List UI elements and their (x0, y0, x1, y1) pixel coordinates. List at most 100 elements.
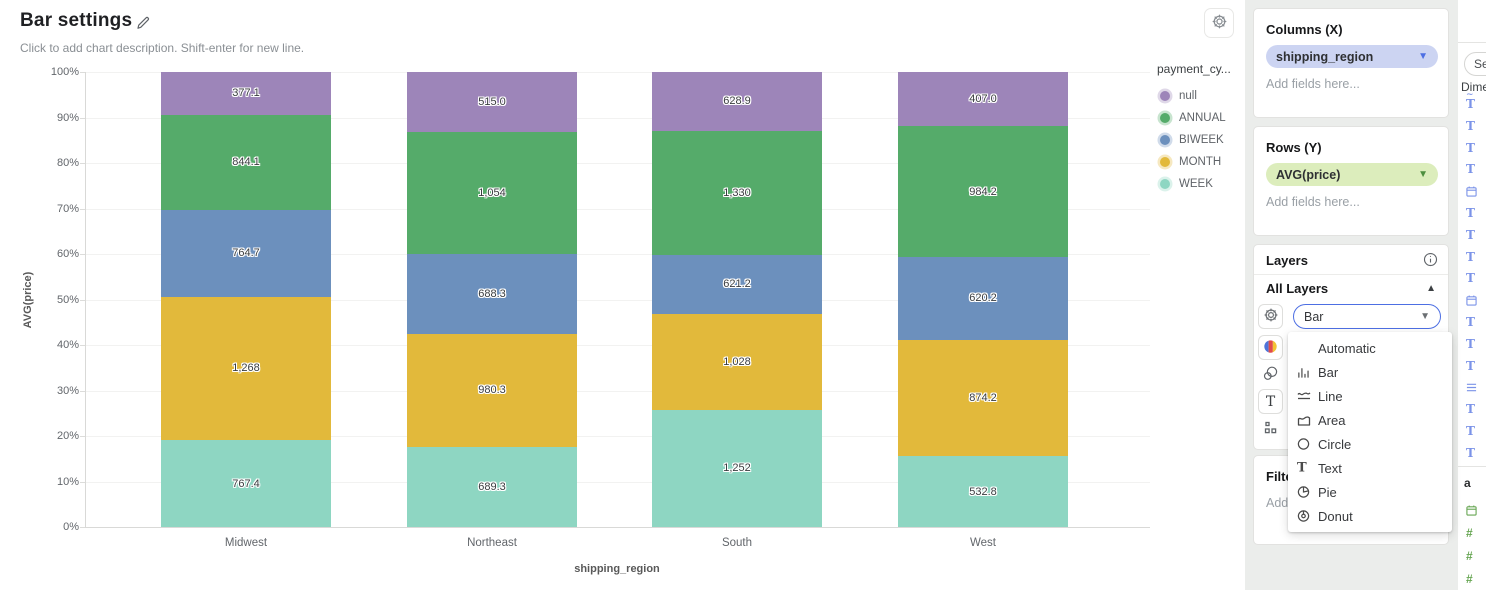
layer-layout-button[interactable] (1258, 416, 1283, 441)
bar-segment-WEEK-Midwest (161, 440, 331, 527)
x-tick-label: South (721, 537, 753, 549)
dropdown-item-label: Area (1318, 412, 1346, 428)
search-input[interactable] (1464, 52, 1486, 76)
legend-item-ANNUAL[interactable]: ANNUAL (1157, 107, 1245, 129)
rows-add-fields-dropzone[interactable]: Add fields here... (1266, 195, 1360, 209)
chevron-up-icon: ▲ (1426, 283, 1436, 294)
string-field-icon[interactable]: T (1466, 336, 1475, 351)
date-field-icon[interactable] (1466, 503, 1480, 517)
layer-color-button[interactable] (1258, 335, 1283, 360)
number-field-icon[interactable]: # (1466, 549, 1473, 563)
bar-segment-ANNUAL-Midwest (161, 114, 331, 211)
string-field-icon[interactable]: T (1466, 206, 1475, 220)
dropdown-item-bar[interactable]: Bar (1288, 360, 1452, 384)
bar-segment-ANNUAL-South (652, 130, 822, 256)
legend-item-MONTH[interactable]: MONTH (1157, 151, 1245, 173)
all-layers-collapse-button[interactable]: ▲ (1426, 283, 1436, 294)
dropdown-item-label: Text (1318, 460, 1342, 476)
y-tick-label: 30% (56, 384, 79, 397)
columns-x-card: Columns (X) shipping_region ▼ Add fields… (1253, 8, 1449, 118)
columns-add-fields-dropzone[interactable]: Add fields here... (1266, 77, 1360, 91)
string-field-icon[interactable]: T (1466, 402, 1475, 417)
line-icon (1297, 390, 1311, 402)
x-axis-line (85, 527, 1150, 528)
layers-info-button[interactable] (1423, 252, 1438, 270)
string-field-icon[interactable]: T (1466, 358, 1475, 373)
overlapping-circles-icon (1262, 365, 1279, 385)
x-tick-label: Midwest (224, 537, 268, 549)
edit-title-button[interactable] (133, 14, 153, 34)
legend-item-BIWEEK[interactable]: BIWEEK (1157, 129, 1245, 151)
color-palette-icon (1263, 339, 1278, 357)
bar-segment-BIWEEK-West (898, 257, 1068, 340)
gridline (85, 117, 1150, 119)
string-field-icon[interactable]: T ∼ (1466, 90, 1475, 111)
string-field-icon[interactable]: T (1466, 271, 1475, 286)
legend-label: MONTH (1179, 156, 1222, 168)
number-field-icon[interactable]: # (1466, 526, 1473, 540)
gridline (85, 481, 1150, 483)
dropdown-item-automatic[interactable]: Automatic (1288, 336, 1452, 360)
legend-item-null[interactable]: null (1157, 85, 1245, 107)
legend-title: payment_cy... (1157, 62, 1231, 76)
legend-swatch (1160, 157, 1170, 167)
rows-field-pill[interactable]: AVG(price) ▼ (1266, 163, 1438, 186)
y-tick-label: 70% (56, 202, 79, 215)
layer-text-button[interactable]: T (1258, 389, 1283, 414)
mark-type-select[interactable]: Bar ▼ (1293, 304, 1441, 329)
string-field-icon[interactable]: T (1466, 249, 1475, 264)
bar-value-label: 689.3 (478, 481, 506, 494)
y-tick-label: 60% (56, 248, 79, 260)
layer-settings-button[interactable] (1258, 304, 1283, 329)
date-field-icon[interactable] (1466, 293, 1480, 307)
pie-icon (1297, 486, 1310, 499)
dropdown-item-circle[interactable]: Circle (1288, 432, 1452, 456)
bar-value-label: 984.2 (969, 185, 997, 198)
chart-description-placeholder[interactable]: Click to add chart description. Shift-en… (20, 41, 305, 55)
string-field-icon[interactable]: T (1466, 315, 1475, 329)
dropdown-item-line[interactable]: Line (1288, 384, 1452, 408)
dropdown-item-label: Donut (1318, 508, 1353, 524)
bar-segment-WEEK-South (652, 409, 822, 527)
number-field-icon[interactable]: # (1466, 572, 1473, 586)
gridline (85, 163, 1150, 164)
dropdown-item-pie[interactable]: Pie (1288, 480, 1452, 504)
chevron-down-icon[interactable]: ▼ (1418, 50, 1428, 62)
legend: payment_cy... null ANNUAL BIWEEK MONTH W… (1157, 62, 1245, 195)
y-tick-label: 50% (56, 293, 79, 306)
date-field-icon[interactable] (1466, 184, 1480, 198)
layer-opacity-button[interactable] (1258, 362, 1283, 387)
bar-value-label: 515.0 (478, 95, 506, 108)
y-tick-mark (80, 163, 85, 164)
bar-segment-MONTH-Midwest (161, 296, 331, 441)
legend-label: ANNUAL (1179, 112, 1226, 124)
list-field-icon[interactable] (1466, 380, 1480, 394)
string-field-icon[interactable]: T (1466, 424, 1475, 438)
y-tick-label: 100% (50, 66, 79, 78)
string-field-icon[interactable]: T (1466, 118, 1475, 133)
y-tick-label: 20% (56, 430, 79, 442)
dropdown-item-area[interactable]: Area (1288, 408, 1452, 432)
chart-settings-button[interactable] (1204, 8, 1234, 38)
fields-divider (1458, 466, 1486, 467)
gridline (85, 254, 1150, 255)
bar-segment-BIWEEK-South (652, 255, 822, 314)
layers-title: Layers (1266, 253, 1308, 268)
bar-value-label: 628.9 (723, 95, 751, 108)
legend-item-WEEK[interactable]: WEEK (1157, 173, 1245, 195)
dropdown-item-label: Automatic (1318, 340, 1376, 356)
columns-field-pill[interactable]: shipping_region ▼ (1266, 45, 1438, 68)
string-field-icon[interactable]: T (1466, 162, 1475, 177)
string-field-icon[interactable]: T (1466, 227, 1475, 242)
legend-swatch (1160, 113, 1170, 123)
dropdown-item-text[interactable]: T Text (1288, 456, 1452, 480)
y-tick-mark (80, 527, 85, 528)
bar-segment-ANNUAL-Northeast (407, 131, 577, 254)
string-field-icon[interactable]: T (1466, 445, 1475, 460)
bar-segment-BIWEEK-Midwest (161, 210, 331, 297)
bar-segment-WEEK-Northeast (407, 447, 577, 527)
chevron-down-icon[interactable]: ▼ (1418, 168, 1428, 180)
dropdown-item-donut[interactable]: Donut (1288, 504, 1452, 528)
string-field-icon[interactable]: T (1466, 140, 1475, 155)
bar-segment-ANNUAL-West (898, 126, 1068, 258)
